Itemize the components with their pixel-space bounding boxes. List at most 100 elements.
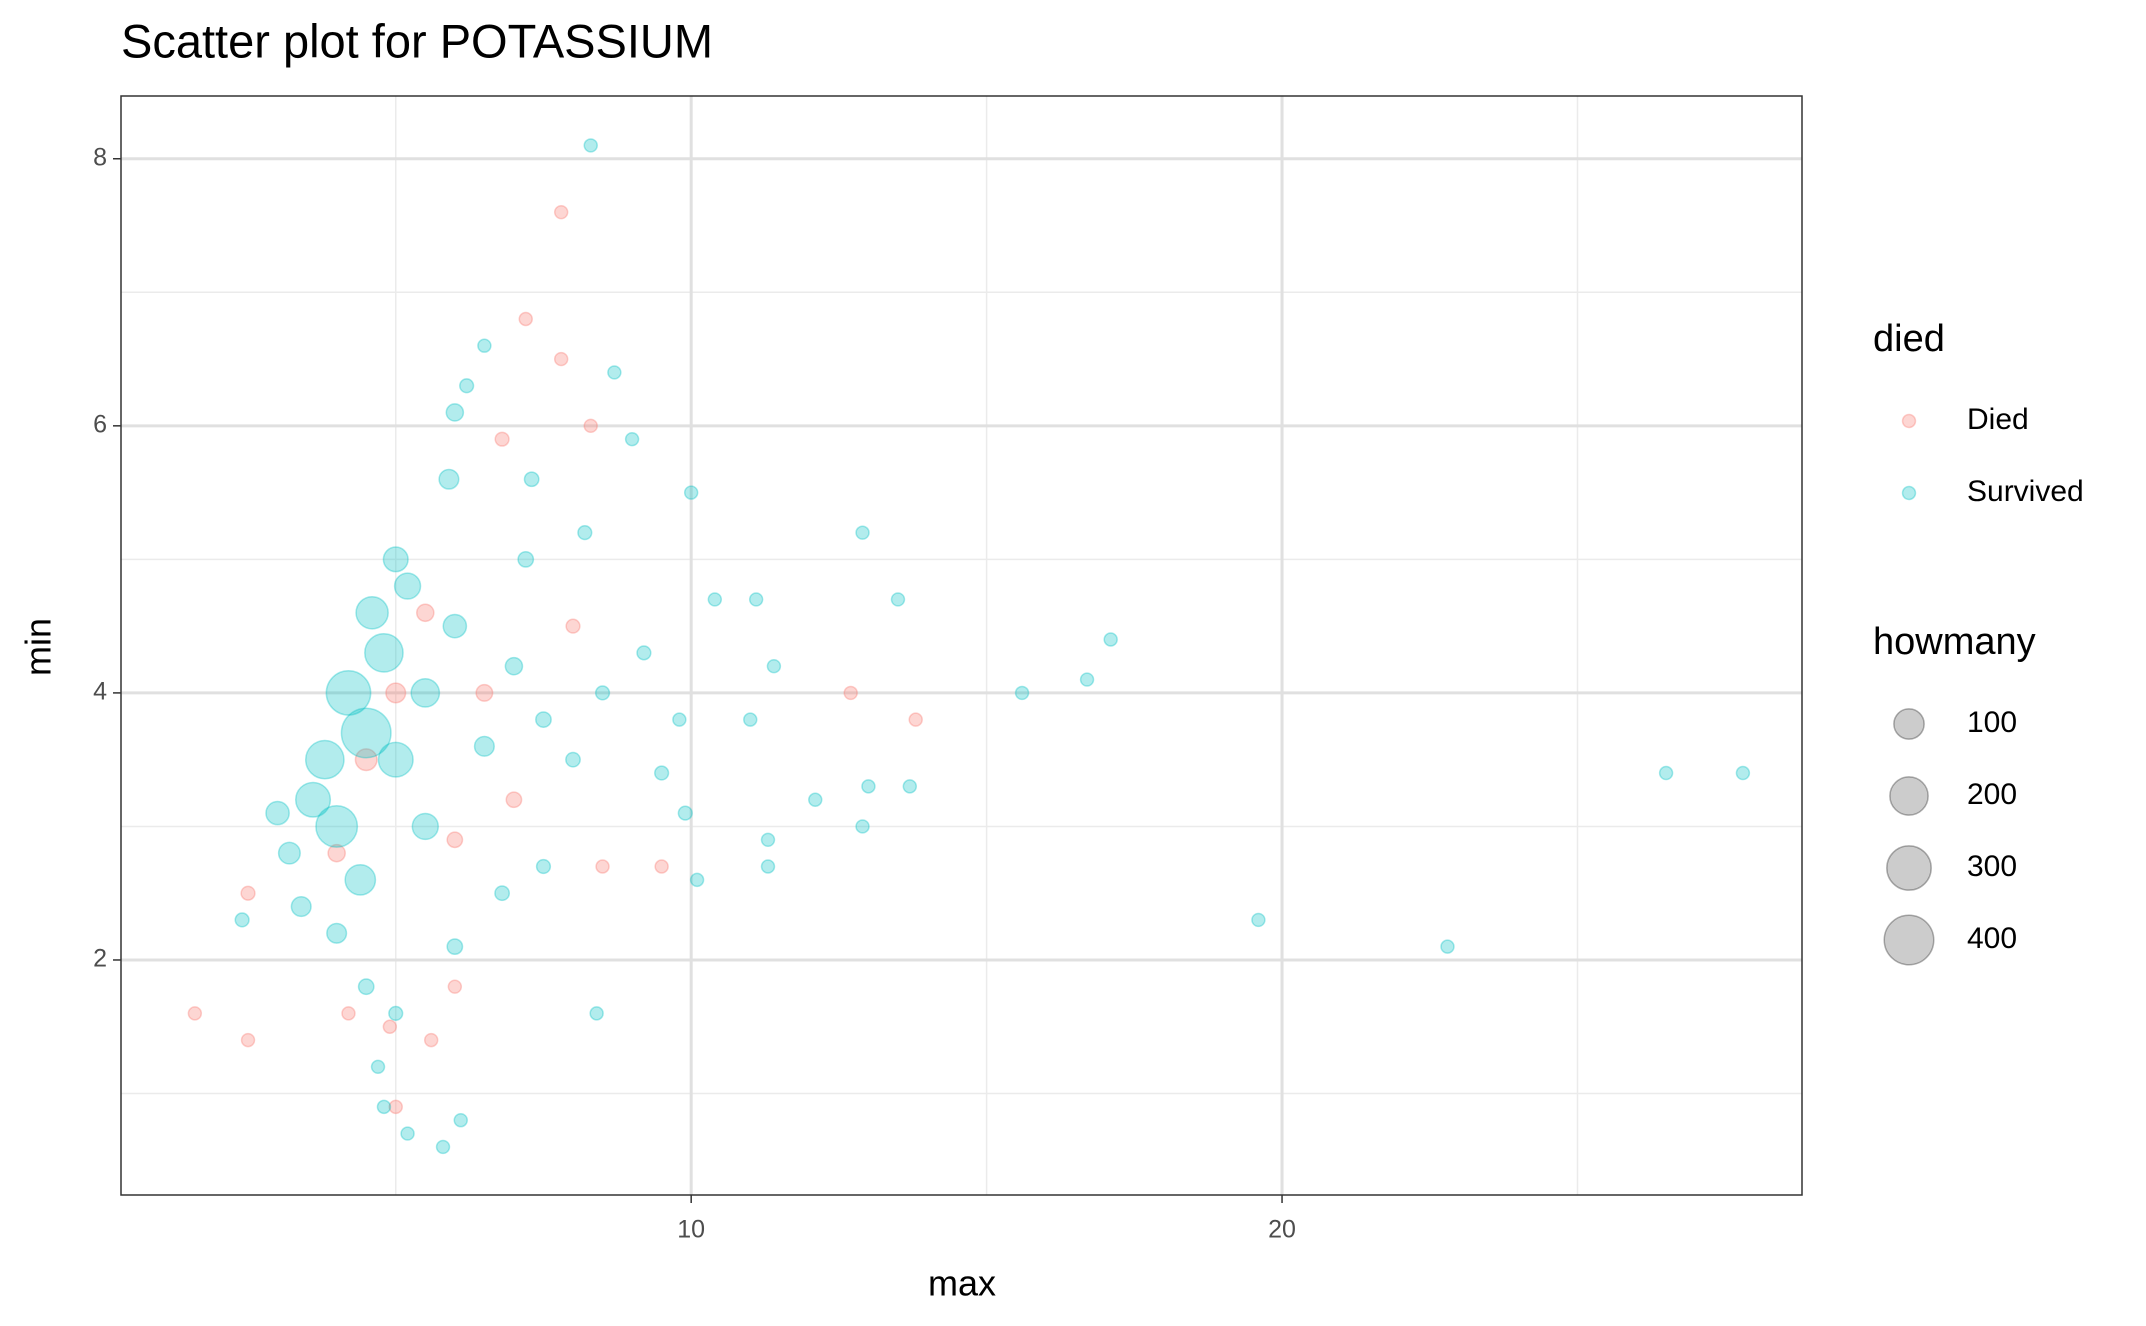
legend: died Died Survived howmany 100 200 300 400 bbox=[1873, 318, 2084, 966]
point bbox=[902, 779, 918, 794]
point bbox=[607, 365, 622, 380]
point bbox=[535, 858, 552, 875]
point bbox=[315, 804, 359, 848]
point bbox=[565, 751, 581, 768]
y-axis-title: min bbox=[18, 618, 59, 676]
point bbox=[304, 739, 345, 780]
point bbox=[494, 885, 511, 902]
point bbox=[1440, 939, 1455, 954]
point bbox=[1079, 672, 1095, 687]
point bbox=[438, 468, 460, 490]
point bbox=[364, 632, 404, 673]
point bbox=[861, 779, 876, 794]
point bbox=[415, 603, 435, 623]
point bbox=[677, 805, 693, 821]
point bbox=[187, 1006, 203, 1021]
point bbox=[672, 712, 687, 727]
point bbox=[589, 1006, 604, 1021]
point bbox=[400, 1126, 415, 1141]
point bbox=[435, 1139, 451, 1155]
point bbox=[748, 592, 764, 607]
point bbox=[388, 1005, 404, 1022]
point bbox=[583, 138, 598, 153]
x-tick-label: 10 bbox=[677, 1216, 705, 1244]
point bbox=[535, 711, 552, 729]
point bbox=[290, 896, 312, 918]
point bbox=[376, 1099, 392, 1115]
y-tick-label: 8 bbox=[93, 143, 107, 171]
point bbox=[327, 843, 346, 863]
point bbox=[475, 683, 494, 702]
point bbox=[594, 685, 611, 701]
point bbox=[636, 645, 652, 661]
point bbox=[447, 979, 463, 994]
point bbox=[473, 735, 495, 757]
point bbox=[388, 1099, 403, 1115]
chart-title: Scatter plot for POTASSIUM bbox=[121, 14, 713, 67]
point bbox=[370, 1059, 386, 1075]
plot-border bbox=[120, 95, 1803, 1196]
point bbox=[423, 1032, 439, 1048]
point bbox=[445, 403, 465, 422]
point bbox=[595, 859, 610, 874]
point bbox=[553, 351, 569, 367]
point bbox=[766, 658, 782, 674]
legend-label: 200 bbox=[1967, 778, 2017, 811]
point bbox=[382, 1019, 398, 1034]
legend-key bbox=[1901, 413, 1917, 429]
point bbox=[523, 471, 540, 488]
point bbox=[654, 859, 669, 874]
point bbox=[1251, 912, 1266, 928]
point bbox=[1103, 632, 1118, 647]
point bbox=[707, 592, 723, 607]
grid bbox=[121, 96, 1802, 1195]
legend-key bbox=[1901, 485, 1917, 501]
point bbox=[344, 863, 377, 896]
point bbox=[743, 712, 758, 727]
legend-size-key bbox=[1893, 708, 1925, 740]
point bbox=[240, 885, 256, 901]
point bbox=[354, 748, 378, 772]
point bbox=[477, 338, 492, 353]
point bbox=[494, 431, 510, 447]
point bbox=[505, 791, 523, 809]
point bbox=[393, 572, 422, 600]
point bbox=[689, 872, 705, 888]
point bbox=[411, 812, 440, 841]
point bbox=[294, 781, 332, 818]
legend-label: Survived bbox=[1967, 475, 2084, 508]
legend-size-key bbox=[1886, 845, 1932, 891]
point bbox=[341, 1006, 356, 1021]
point bbox=[654, 765, 670, 781]
point bbox=[410, 678, 441, 708]
point bbox=[760, 832, 776, 848]
point bbox=[553, 204, 569, 220]
point bbox=[325, 669, 372, 716]
point bbox=[377, 741, 414, 778]
point bbox=[577, 525, 593, 541]
point bbox=[760, 859, 776, 874]
point bbox=[382, 546, 409, 573]
legend-label: Died bbox=[1967, 403, 2029, 436]
y-tick-label: 2 bbox=[93, 945, 107, 973]
point bbox=[808, 792, 823, 807]
legend-label: 400 bbox=[1967, 922, 2017, 955]
point bbox=[683, 485, 699, 500]
point bbox=[265, 800, 290, 826]
point bbox=[355, 595, 389, 630]
point bbox=[453, 1113, 468, 1128]
y-tick-label: 6 bbox=[93, 410, 107, 438]
point bbox=[565, 618, 581, 634]
legend-title: howmany bbox=[1873, 621, 2036, 663]
x-axis-title: max bbox=[928, 1263, 996, 1304]
point bbox=[908, 712, 923, 727]
point bbox=[855, 819, 870, 834]
point bbox=[517, 550, 535, 568]
x-tick-label: 20 bbox=[1268, 1216, 1296, 1244]
y-tick-label: 4 bbox=[93, 678, 107, 706]
point bbox=[1658, 765, 1674, 781]
legend-label: 100 bbox=[1967, 706, 2017, 739]
point bbox=[446, 831, 464, 849]
